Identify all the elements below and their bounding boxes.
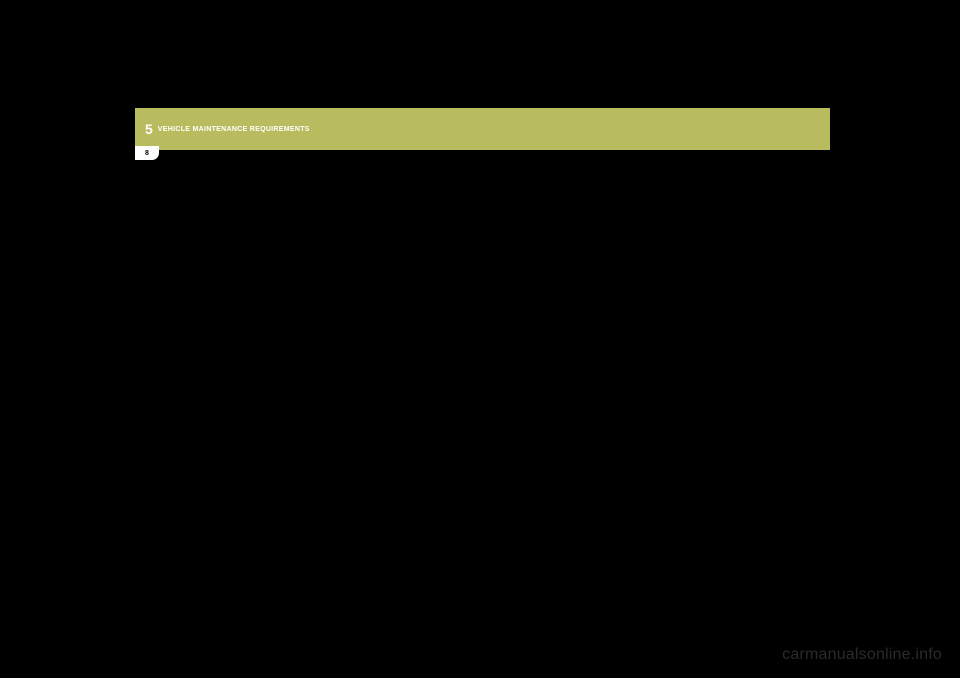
watermark-text: carmanualsonline.info <box>782 646 942 664</box>
page-number-tab: 8 <box>135 146 159 160</box>
page-number: 8 <box>145 150 149 157</box>
section-header-bar: 5 VEHICLE MAINTENANCE REQUIREMENTS 8 <box>135 108 830 150</box>
section-number: 5 <box>145 121 153 137</box>
manual-page: 5 VEHICLE MAINTENANCE REQUIREMENTS 8 <box>135 108 830 578</box>
section-title: VEHICLE MAINTENANCE REQUIREMENTS <box>158 126 310 133</box>
